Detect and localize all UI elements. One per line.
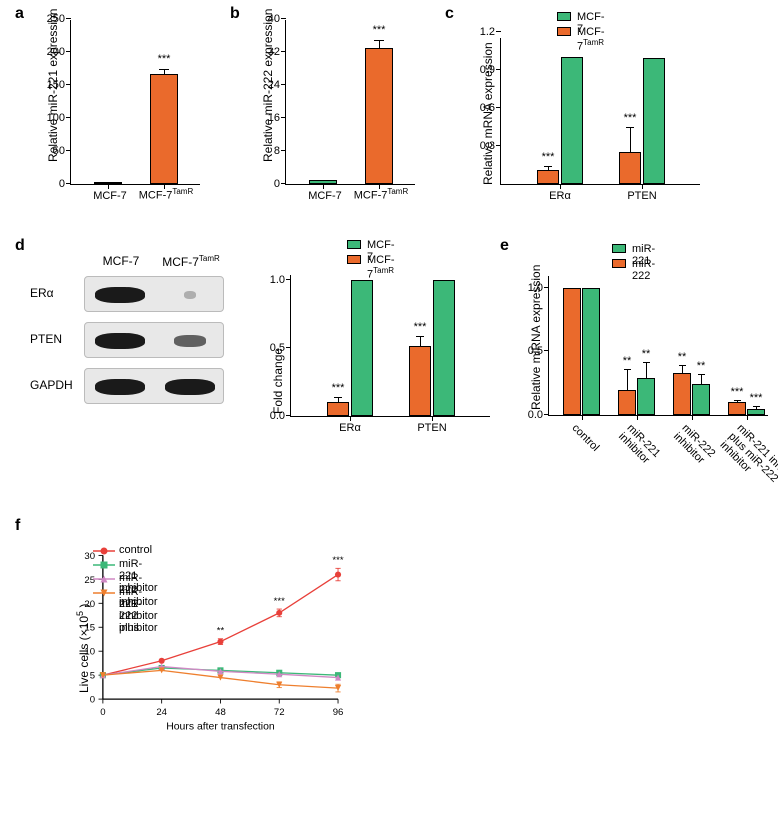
chart-e-plot: 0.00.51.0control ** **miR-221inhibitor *… (548, 276, 768, 416)
bar-1-0 (409, 346, 431, 416)
legend-swatch (347, 240, 361, 249)
chart-f-ylabel: Live cells (×105 ) (75, 553, 91, 693)
svg-text:96: 96 (333, 707, 344, 718)
blot-lane (165, 379, 215, 395)
blot-band (84, 368, 224, 404)
bar-1-0 (618, 390, 636, 415)
blot-lane (95, 379, 145, 395)
blot-lane (95, 287, 145, 303)
bar-1-0 (619, 152, 641, 184)
panel-f-label: f (15, 517, 20, 535)
bar-3-0 (728, 402, 746, 415)
blot-lane (184, 291, 197, 299)
blot-lane (95, 333, 145, 349)
bar-1-1 (433, 280, 455, 416)
legend-swatch (557, 12, 571, 21)
blot-band (84, 322, 224, 358)
bar-1-1 (643, 58, 665, 184)
svg-text:48: 48 (215, 707, 226, 718)
legend-swatch (612, 244, 626, 253)
chart-a-plot: 050100150200250MCF-7 ***MCF-7TamRRelativ… (70, 20, 200, 185)
chart-d-plot: 0.00.51.0 ***ERα ***PTENFold change (290, 275, 490, 417)
blot-row-label: ERα (30, 286, 54, 300)
svg-text:**: ** (217, 626, 225, 637)
bar-2-0 (673, 373, 691, 415)
bar-1-1 (637, 378, 655, 415)
panel-c: c 0.30.60.91.2 ***ERα ***PTENRelative mR… (445, 8, 755, 228)
svg-text:0: 0 (90, 695, 95, 706)
bar-2-1 (692, 384, 710, 415)
legend-swatch (347, 255, 361, 264)
panel-c-label: c (445, 5, 454, 23)
bar-0-1 (582, 288, 600, 415)
legend-swatch (612, 259, 626, 268)
chart-f-plot: 051015202530024487296********Hours after… (75, 540, 345, 745)
panel-e-label: e (500, 237, 509, 255)
legend-line-icon (93, 559, 115, 571)
bar-1 (365, 48, 393, 184)
chart-b-plot: 0816243240MCF-7 ***MCF-7TamRRelative miR… (285, 20, 415, 185)
panel-b-label: b (230, 5, 240, 23)
blot-row-label: PTEN (30, 332, 62, 346)
bar-0-0 (563, 288, 581, 415)
legend-swatch (557, 27, 571, 36)
svg-text:0: 0 (100, 707, 105, 718)
legend-line-icon (93, 545, 115, 557)
legend-label: MCF-7TamR (577, 26, 605, 53)
svg-text:***: *** (274, 596, 285, 607)
bar-3-1 (747, 409, 765, 415)
svg-text:***: *** (332, 555, 343, 566)
western-blot: MCF-7MCF-7TamR ERα PTEN GAPDH (30, 254, 230, 414)
blot-header: MCF-7 (82, 254, 160, 268)
blot-header: MCF-7TamR (152, 254, 230, 269)
legend-label: miR-222 (632, 258, 655, 282)
panel-e: e 0.00.51.0control ** **miR-221inhibitor… (500, 240, 778, 505)
bar-0-1 (561, 57, 583, 184)
bar-0-0 (327, 402, 349, 416)
panel-b: b 0816243240MCF-7 ***MCF-7TamRRelative m… (230, 8, 430, 228)
bar-1 (150, 74, 178, 184)
blot-row-label: GAPDH (30, 378, 73, 392)
bar-0-1 (351, 280, 373, 416)
blot-lane (174, 335, 206, 346)
legend-label: MCF-7TamR (367, 254, 395, 281)
legend-line-icon (93, 587, 115, 599)
blot-band (84, 276, 224, 312)
panel-d-label: d (15, 237, 25, 255)
bar-0-0 (537, 170, 559, 184)
panel-a-label: a (15, 5, 24, 23)
panel-d: d MCF-7MCF-7TamRERαPTENGAPDH 0.00.51.0 *… (15, 240, 495, 460)
panel-a: a 050100150200250MCF-7 ***MCF-7TamRRelat… (15, 8, 215, 228)
svg-text:24: 24 (156, 707, 167, 718)
figure-root: a 050100150200250MCF-7 ***MCF-7TamRRelat… (0, 0, 778, 820)
legend-line-icon (93, 573, 115, 585)
legend-label: miR-222 inhibitor (119, 598, 158, 634)
panel-f: f 051015202530024487296********Hours aft… (15, 520, 495, 810)
legend-label: control (119, 544, 152, 556)
svg-text:Hours after transfection: Hours after transfection (166, 722, 275, 733)
svg-text:72: 72 (274, 707, 285, 718)
chart-c-plot: 0.30.60.91.2 ***ERα ***PTENRelative mRNA… (500, 38, 700, 185)
